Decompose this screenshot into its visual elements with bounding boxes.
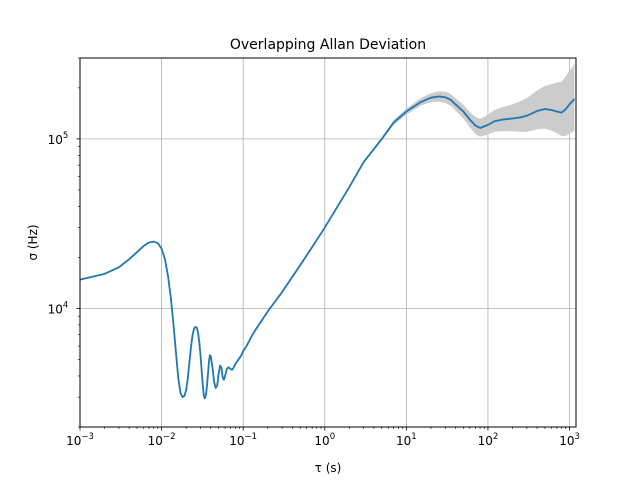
x-tick-label: 10−1 xyxy=(229,432,257,448)
x-tick-label: 103 xyxy=(559,432,580,448)
axis-ticks: 10−3 10−2 10−1 100 101 102 103 104 105 xyxy=(48,57,580,448)
x-tick-label: 101 xyxy=(396,432,417,448)
plot-frame xyxy=(79,57,577,428)
x-tick-label: 100 xyxy=(314,432,335,448)
y-tick-label: 105 xyxy=(48,131,69,147)
x-tick-label: 102 xyxy=(478,432,499,448)
y-tick-label: 104 xyxy=(48,300,69,316)
x-tick-label: 10−3 xyxy=(66,432,94,448)
data-line-group xyxy=(79,95,576,400)
series-line xyxy=(79,95,576,400)
chart-title: Overlapping Allan Deviation xyxy=(230,37,426,53)
x-tick-label: 10−2 xyxy=(148,432,176,448)
x-axis-label: τ (s) xyxy=(315,461,342,475)
y-axis-label: σ (Hz) xyxy=(26,224,40,260)
